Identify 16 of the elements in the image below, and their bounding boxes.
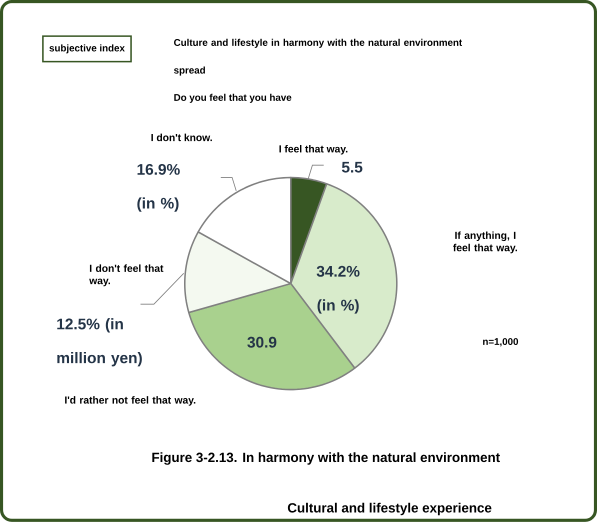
- slice-label: I feel that way.: [279, 145, 348, 155]
- text: 34.2% (in %): [316, 266, 360, 314]
- text: subjective index: [49, 44, 125, 54]
- text: 16.9% (in %): [137, 164, 180, 212]
- text: n=1,000: [483, 338, 518, 346]
- text: Cultural and lifestyle experience: [288, 502, 492, 516]
- slice-label: I don't know.: [151, 134, 212, 142]
- text: Culture and lifestyle in harmony with the natural environment spread: [174, 38, 462, 76]
- slice-label: I'd rather not feel that way.: [65, 396, 196, 406]
- text: 12.5% (in million yen): [57, 318, 142, 366]
- slice-label: If anything, I feel that way.: [453, 232, 518, 254]
- data-label: 5.5: [342, 162, 362, 173]
- slice-label: I don't feel that way.: [89, 264, 164, 286]
- data-label: 30.9: [247, 336, 276, 348]
- text: Do you feel that you have: [174, 94, 292, 103]
- text: Figure 3-2.13. In harmony with the natural environment: [152, 452, 500, 465]
